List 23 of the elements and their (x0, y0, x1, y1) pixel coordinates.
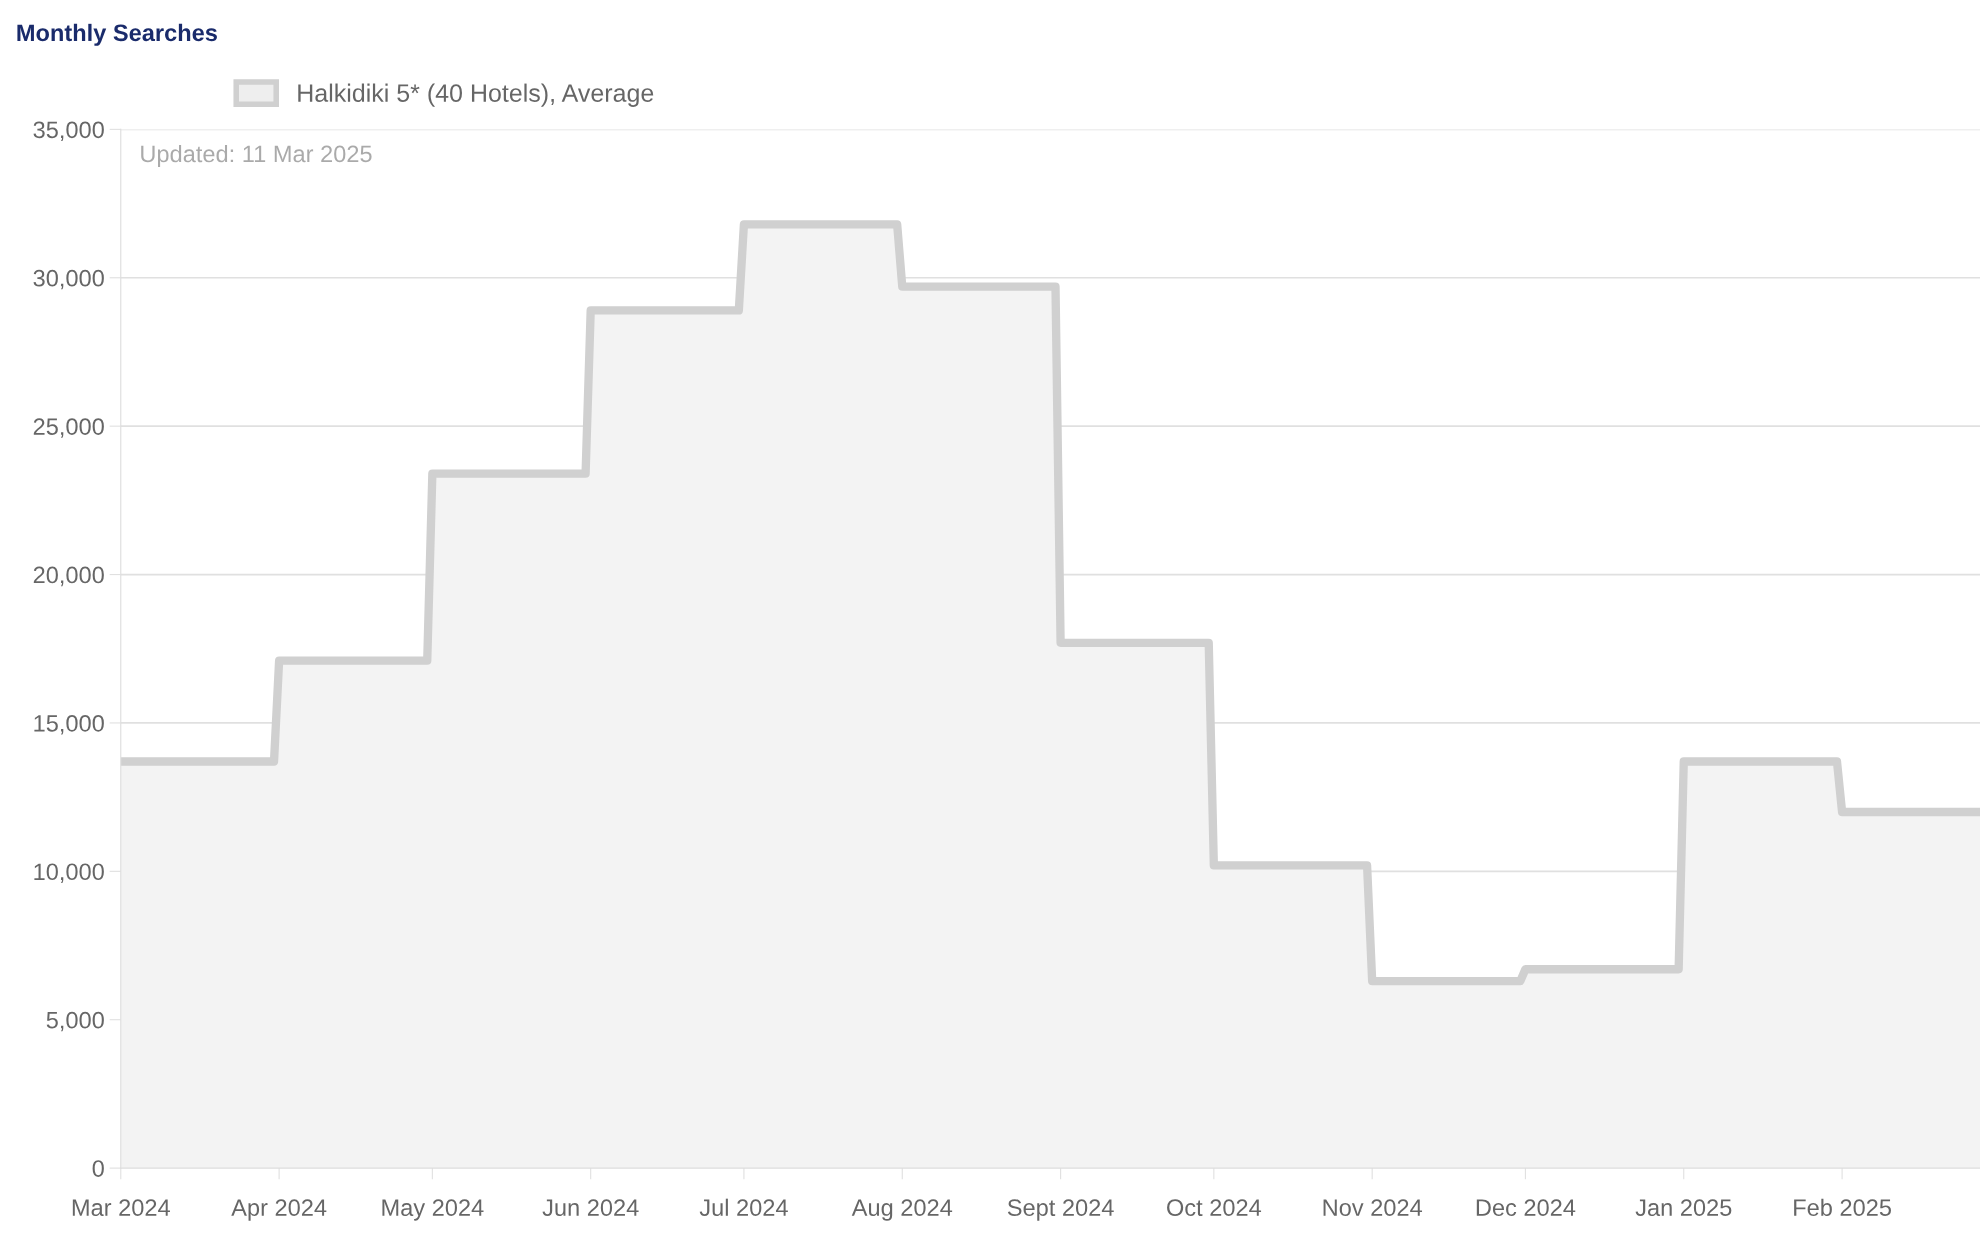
y-tick-label: 10,000 (34, 863, 104, 883)
x-tick-label: Nov 2024 (1323, 1199, 1423, 1217)
y-tick-label: 35,000 (33, 121, 104, 141)
x-tick-label: Apr 2024 (231, 1199, 327, 1221)
y-tick-label: 5,000 (46, 1011, 104, 1032)
x-tick-label: May 2024 (382, 1199, 484, 1221)
y-tick-label: 30,000 (33, 269, 104, 290)
x-tick-label: Feb 2025 (1794, 1198, 1891, 1217)
x-tick-label: Oct 2024 (1167, 1199, 1262, 1217)
legend-label: Halkidiki 5* (40 Hotels), Average (298, 83, 654, 107)
x-tick-label: Dec 2024 (1476, 1199, 1576, 1217)
x-tick-label: Mar 2024 (72, 1199, 170, 1217)
x-tick-label: Jun 2024 (542, 1199, 639, 1217)
y-tick-label: 25,000 (33, 418, 104, 438)
x-tick-label: Jul 2024 (699, 1198, 788, 1217)
y-tick-label: 20,000 (33, 566, 104, 587)
x-tick-label: Jan 2025 (1635, 1199, 1732, 1217)
y-tick-label: 15,000 (34, 715, 104, 735)
x-tick-label: Aug 2024 (851, 1199, 953, 1221)
x-tick-label: Sept 2024 (1007, 1199, 1114, 1221)
chart-title: Monthly Searches (17, 23, 217, 46)
annotation: Updated: 11 Mar 2025 (141, 144, 372, 167)
y-tick-label: 0 (92, 1160, 104, 1177)
